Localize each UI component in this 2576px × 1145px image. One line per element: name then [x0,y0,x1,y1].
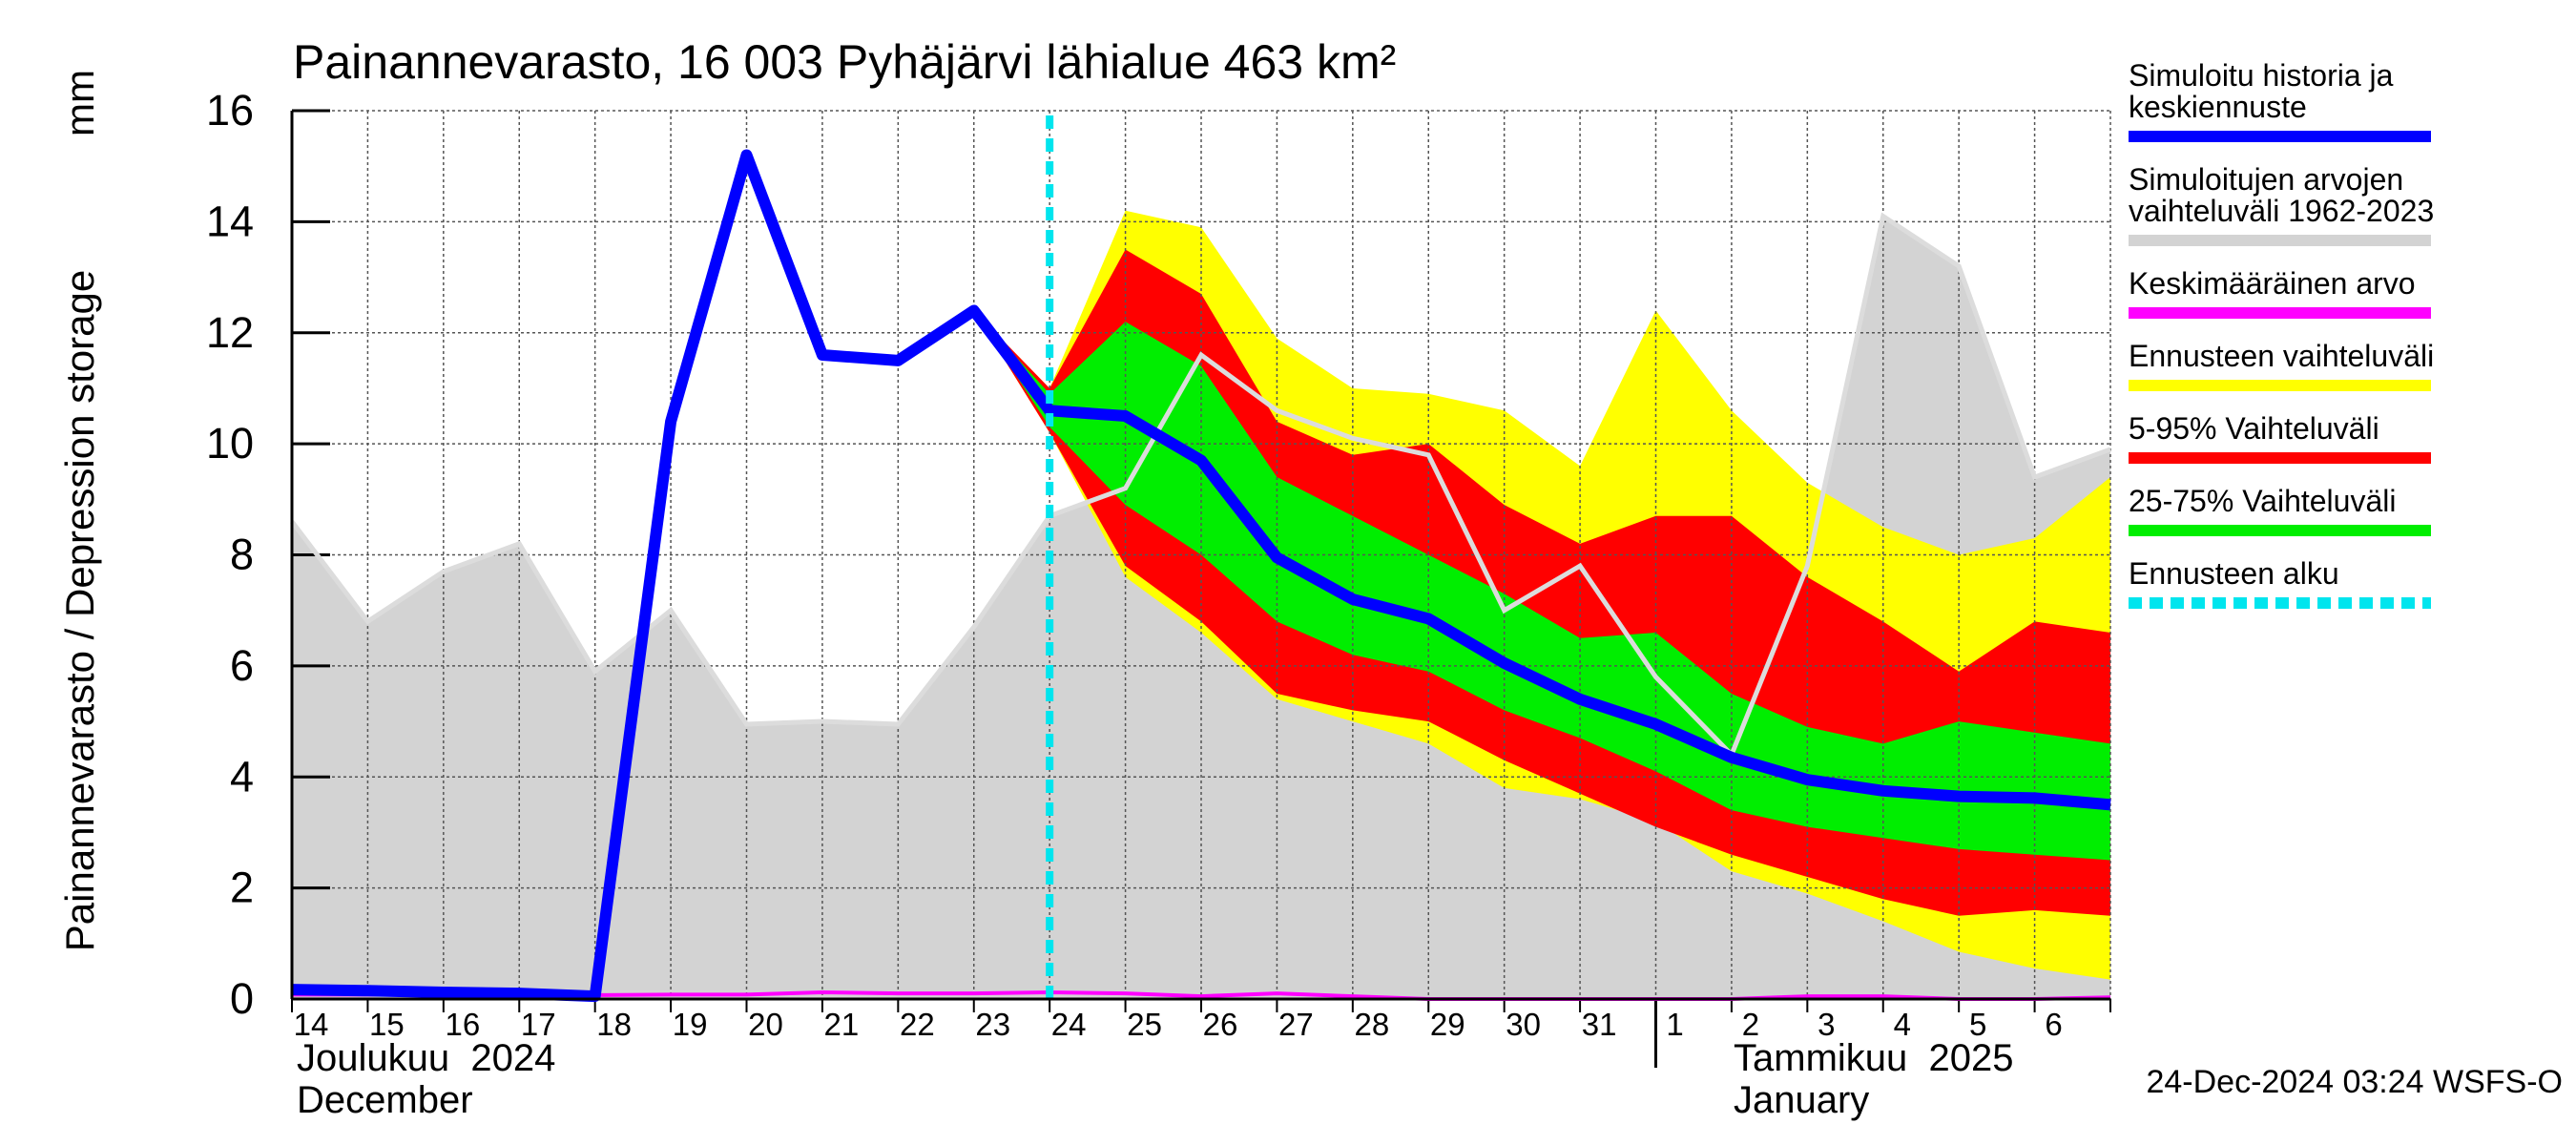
y-tick-label: 4 [230,752,254,801]
y-axis-unit: mm [57,70,102,136]
y-tick-label: 12 [206,308,254,357]
x-tick-label: 18 [596,1007,632,1042]
x-tick-label: 27 [1278,1007,1314,1042]
legend-label: Ennusteen alku [2129,556,2339,591]
x-tick-label: 31 [1582,1007,1617,1042]
x-tick-label: 6 [2045,1007,2062,1042]
x-tick-label: 5 [1969,1007,1986,1042]
series-line [291,149,2111,1003]
month-label: Tammikuu 2025 [1734,1037,2013,1079]
chart-title: Painannevarasto, 16 003 Pyhäjärvi lähial… [293,35,1396,89]
x-tick-label: 26 [1203,1007,1238,1042]
legend-label: 25-75% Vaihteluväli [2129,484,2396,518]
x-tick-label: 28 [1354,1007,1389,1042]
y-tick-label: 10 [206,419,254,468]
y-tick-label: 14 [206,197,254,245]
x-tick-label: 2 [1742,1007,1759,1042]
month-label: Joulukuu 2024 [297,1037,555,1079]
x-tick-label: 30 [1506,1007,1541,1042]
y-tick-label: 8 [230,531,254,579]
legend-label: Simuloitu historia ja keskiennuste [2129,58,2394,124]
x-tick-label: 25 [1127,1007,1162,1042]
x-tick-label: 24 [1051,1007,1087,1042]
x-tick-label: 22 [900,1007,935,1042]
x-tick-label: 16 [445,1007,480,1042]
x-tick-label: 3 [1818,1007,1835,1042]
x-tick-label: 23 [975,1007,1010,1042]
legend-label: Ennusteen vaihteluväli [2129,339,2434,373]
x-tick-label: 29 [1430,1007,1465,1042]
legend-label: Simuloitujen arvojen vaihteluväli 1962-20… [2129,162,2434,228]
range-band [973,310,2110,861]
x-tick-label: 17 [521,1007,556,1042]
y-tick-label: 2 [230,864,254,912]
x-tick-label: 14 [294,1007,329,1042]
x-tick-label: 4 [1894,1007,1911,1042]
x-tick-label: 21 [824,1007,860,1042]
legend-label: 5-95% Vaihteluväli [2129,411,2379,446]
y-tick-label: 0 [230,974,254,1023]
x-tick-label: 20 [748,1007,783,1042]
y-axis-label: Painannevarasto / Depression storage [57,270,102,951]
footer: 24-Dec-2024 03:24 WSFS-O [2146,1064,2563,1100]
y-tick-label: 16 [206,86,254,135]
range-edge [290,212,2111,760]
x-tick-label: 1 [1666,1007,1683,1042]
y-tick-label: 6 [230,641,254,690]
month-label: December [297,1079,473,1121]
month-label: January [1734,1079,1869,1121]
x-tick-label: 19 [673,1007,708,1042]
x-tick-label: 15 [369,1007,405,1042]
legend-label: Keskimääräinen arvo [2129,266,2416,301]
